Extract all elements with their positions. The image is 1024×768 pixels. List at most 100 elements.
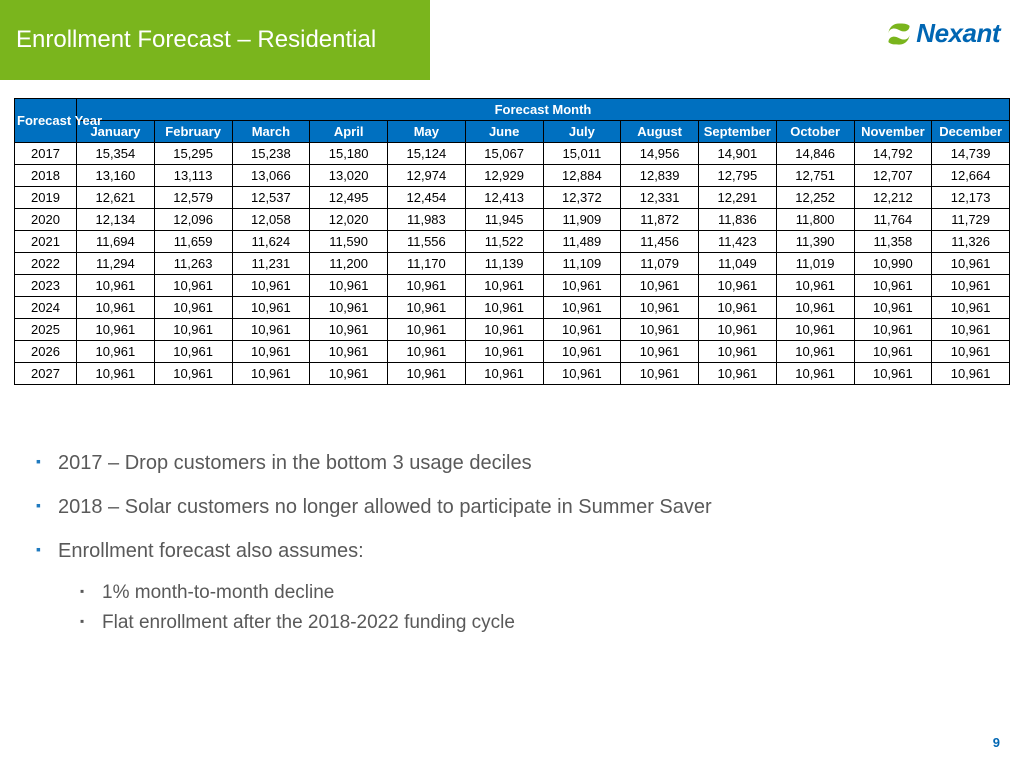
value-cell: 10,961 (388, 297, 466, 319)
value-cell: 11,909 (543, 209, 621, 231)
month-header: February (154, 121, 232, 143)
value-cell: 10,961 (699, 319, 777, 341)
month-header: November (854, 121, 932, 143)
value-cell: 12,795 (699, 165, 777, 187)
value-cell: 10,961 (232, 341, 310, 363)
value-cell: 12,252 (776, 187, 854, 209)
value-cell: 11,358 (854, 231, 932, 253)
value-cell: 11,109 (543, 253, 621, 275)
value-cell: 10,961 (932, 297, 1010, 319)
value-cell: 11,729 (932, 209, 1010, 231)
value-cell: 11,659 (154, 231, 232, 253)
value-cell: 11,294 (77, 253, 155, 275)
value-cell: 12,537 (232, 187, 310, 209)
year-cell: 2021 (15, 231, 77, 253)
bullet-item: 2017 – Drop customers in the bottom 3 us… (36, 450, 956, 476)
value-cell: 13,160 (77, 165, 155, 187)
value-cell: 10,961 (932, 363, 1010, 385)
value-cell: 11,456 (621, 231, 699, 253)
value-cell: 11,590 (310, 231, 388, 253)
value-cell: 10,961 (776, 319, 854, 341)
value-cell: 10,961 (465, 341, 543, 363)
value-cell: 11,200 (310, 253, 388, 275)
span-header: Forecast Month (77, 99, 1010, 121)
year-cell: 2027 (15, 363, 77, 385)
value-cell: 10,961 (465, 363, 543, 385)
value-cell: 11,556 (388, 231, 466, 253)
value-cell: 10,961 (154, 363, 232, 385)
month-header: December (932, 121, 1010, 143)
value-cell: 10,961 (154, 297, 232, 319)
value-cell: 11,764 (854, 209, 932, 231)
value-cell: 12,839 (621, 165, 699, 187)
bullet-item: Enrollment forecast also assumes: (36, 538, 956, 564)
bullet-item: 1% month-to-month decline (80, 582, 956, 604)
value-cell: 10,961 (776, 297, 854, 319)
value-cell: 10,961 (154, 275, 232, 297)
value-cell: 14,739 (932, 143, 1010, 165)
month-header: July (543, 121, 621, 143)
value-cell: 15,067 (465, 143, 543, 165)
value-cell: 12,664 (932, 165, 1010, 187)
value-cell: 15,124 (388, 143, 466, 165)
value-cell: 10,961 (77, 275, 155, 297)
value-cell: 11,945 (465, 209, 543, 231)
value-cell: 14,956 (621, 143, 699, 165)
value-cell: 10,961 (465, 319, 543, 341)
value-cell: 10,961 (621, 319, 699, 341)
value-cell: 11,019 (776, 253, 854, 275)
year-cell: 2026 (15, 341, 77, 363)
month-header: June (465, 121, 543, 143)
value-cell: 10,961 (776, 275, 854, 297)
value-cell: 11,694 (77, 231, 155, 253)
value-cell: 10,961 (77, 341, 155, 363)
value-cell: 10,961 (932, 253, 1010, 275)
value-cell: 11,983 (388, 209, 466, 231)
month-header: April (310, 121, 388, 143)
value-cell: 15,180 (310, 143, 388, 165)
title-bar: Enrollment Forecast – Residential (0, 0, 430, 80)
forecast-table: Forecast YearForecast MonthJanuaryFebrua… (14, 98, 1010, 385)
value-cell: 10,961 (77, 297, 155, 319)
value-cell: 11,139 (465, 253, 543, 275)
value-cell: 10,961 (465, 297, 543, 319)
page-number: 9 (993, 735, 1000, 750)
logo-text: Nexant (916, 18, 1000, 49)
value-cell: 11,423 (699, 231, 777, 253)
value-cell: 12,929 (465, 165, 543, 187)
value-cell: 11,836 (699, 209, 777, 231)
table-row: 202211,29411,26311,23111,20011,17011,139… (15, 253, 1010, 275)
value-cell: 10,961 (776, 341, 854, 363)
value-cell: 12,134 (77, 209, 155, 231)
value-cell: 12,291 (699, 187, 777, 209)
value-cell: 10,961 (854, 363, 932, 385)
value-cell: 10,961 (621, 275, 699, 297)
value-cell: 11,522 (465, 231, 543, 253)
value-cell: 12,413 (465, 187, 543, 209)
value-cell: 10,961 (154, 319, 232, 341)
value-cell: 10,961 (232, 297, 310, 319)
value-cell: 13,020 (310, 165, 388, 187)
table-row: 202510,96110,96110,96110,96110,96110,961… (15, 319, 1010, 341)
value-cell: 10,961 (388, 363, 466, 385)
value-cell: 11,079 (621, 253, 699, 275)
bullet-list: 2017 – Drop customers in the bottom 3 us… (36, 450, 956, 642)
value-cell: 10,961 (310, 275, 388, 297)
table-row: 202610,96110,96110,96110,96110,96110,961… (15, 341, 1010, 363)
value-cell: 10,961 (388, 341, 466, 363)
slide-title: Enrollment Forecast – Residential (16, 24, 376, 55)
value-cell: 12,454 (388, 187, 466, 209)
value-cell: 12,173 (932, 187, 1010, 209)
table-row: 201715,35415,29515,23815,18015,12415,067… (15, 143, 1010, 165)
value-cell: 12,495 (310, 187, 388, 209)
value-cell: 10,961 (232, 319, 310, 341)
year-cell: 2019 (15, 187, 77, 209)
value-cell: 10,961 (310, 319, 388, 341)
value-cell: 12,974 (388, 165, 466, 187)
value-cell: 12,579 (154, 187, 232, 209)
value-cell: 10,961 (854, 275, 932, 297)
year-cell: 2024 (15, 297, 77, 319)
value-cell: 15,295 (154, 143, 232, 165)
value-cell: 10,961 (310, 363, 388, 385)
value-cell: 10,961 (388, 275, 466, 297)
